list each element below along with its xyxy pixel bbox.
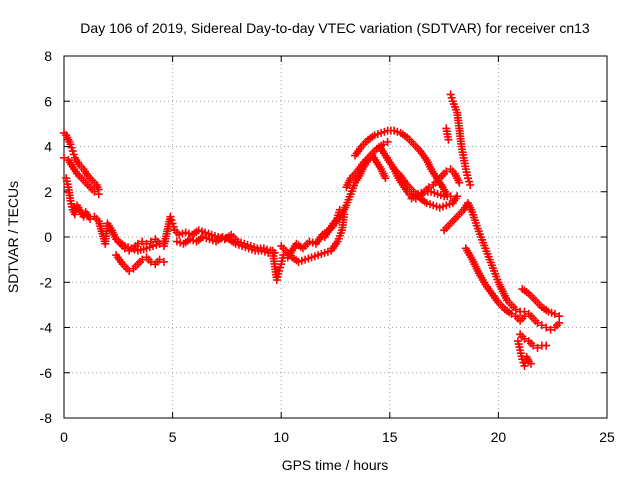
- y-tick-label: 2: [44, 184, 52, 200]
- data-point: [533, 318, 542, 327]
- data-point: [379, 140, 388, 149]
- data-point: [537, 321, 546, 330]
- data-point: [138, 237, 147, 246]
- x-tick-label: 10: [273, 429, 289, 445]
- y-tick-label: -8: [40, 410, 53, 426]
- data-point: [125, 266, 134, 275]
- data-point: [155, 255, 164, 264]
- data-point: [550, 309, 559, 318]
- data-point: [542, 341, 551, 350]
- data-point: [526, 359, 535, 368]
- y-tick-label: 0: [44, 229, 52, 245]
- data-point: [520, 312, 529, 321]
- data-point: [383, 137, 392, 146]
- x-tick-label: 25: [599, 429, 615, 445]
- series-sdtvar: [60, 90, 564, 370]
- data-point: [520, 334, 529, 343]
- data-point: [446, 192, 455, 201]
- tick-labels: 0 5 10 15 20 25 -8 -6 -4 -2 0 2 4 6 8: [40, 48, 615, 445]
- data-point: [133, 239, 142, 248]
- x-tick-label: 15: [382, 429, 398, 445]
- y-axis-title: SDTVAR / TECUs: [5, 181, 21, 293]
- y-tick-label: 6: [44, 93, 52, 109]
- y-tick-label: 4: [44, 139, 52, 155]
- data-point: [555, 312, 564, 321]
- x-tick-label: 5: [169, 429, 177, 445]
- chart-grid: [64, 56, 607, 418]
- axis-ticks: [63, 55, 608, 419]
- chart-title: Day 106 of 2019, Sidereal Day-to-day VTE…: [80, 20, 590, 36]
- data-point: [159, 257, 168, 266]
- data-point: [529, 341, 538, 350]
- data-point: [546, 325, 555, 334]
- y-tick-label: -4: [40, 320, 53, 336]
- x-axis-title: GPS time / hours: [282, 457, 389, 473]
- data-point: [444, 135, 453, 144]
- x-tick-label: 20: [491, 429, 507, 445]
- y-tick-label: -6: [40, 365, 53, 381]
- y-tick-label: 8: [44, 48, 52, 64]
- data-point: [60, 153, 68, 162]
- data-point: [455, 178, 464, 187]
- data-point: [555, 318, 564, 327]
- data-point: [381, 174, 390, 183]
- y-tick-label: -2: [40, 274, 53, 290]
- data-point: [424, 183, 433, 192]
- data-point: [90, 187, 99, 196]
- series-layer: [60, 90, 564, 370]
- data-point: [533, 343, 542, 352]
- x-tick-label: 0: [60, 429, 68, 445]
- data-point: [466, 180, 475, 189]
- data-point: [542, 323, 551, 332]
- data-point: [511, 305, 520, 314]
- data-point: [94, 190, 103, 199]
- data-point: [507, 309, 516, 318]
